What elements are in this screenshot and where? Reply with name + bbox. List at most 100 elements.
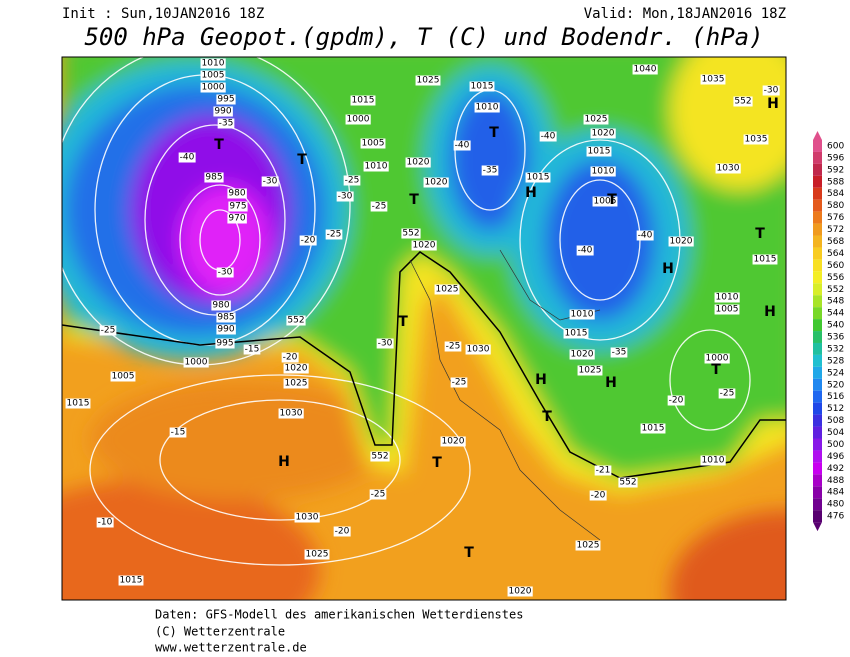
map-title: 500 hPa Geopot.(gpdm), T (C) und Bodendr…: [84, 23, 763, 51]
colorbar: 600 596 592 588 584 580 576 572 568 564 560 556 552 5…: [813, 131, 844, 532]
colorbar-label: 512: [827, 404, 844, 414]
contour-label: 1025: [579, 366, 602, 376]
label-box: [360, 138, 386, 149]
valid-time: Valid: Mon,18JAN2016 18Z: [584, 6, 786, 22]
colorbar-label: 576: [827, 213, 844, 223]
colorbar-label: 596: [827, 153, 844, 163]
label-box: [610, 347, 628, 358]
label-box: [715, 163, 741, 174]
label-box: [563, 328, 589, 339]
contour-label: -35: [219, 119, 234, 129]
label-box: [216, 324, 236, 335]
contour-label: 1015: [67, 399, 90, 409]
label-box: [216, 94, 236, 105]
label-box: [453, 140, 471, 151]
contour-label: -30: [263, 177, 278, 187]
label-box: [590, 166, 616, 177]
contour-label: -40: [455, 141, 470, 151]
colorbar-swatch: [813, 151, 822, 164]
label-box: [65, 398, 91, 409]
contour-label: 1005: [112, 372, 135, 382]
colorbar-swatch: [813, 247, 822, 260]
contour-label: 1020: [425, 178, 448, 188]
label-box: [345, 114, 371, 125]
label-box: [376, 338, 394, 349]
footer-line: Daten: GFS-Modell des amerikanischen Wet…: [155, 608, 523, 622]
contour-label: 1010: [702, 456, 725, 466]
label-box: [481, 165, 499, 176]
label-box: [668, 236, 694, 247]
pressure-marker: T: [464, 545, 474, 561]
label-box: [370, 451, 390, 462]
colorbar-swatch: [813, 223, 822, 236]
contour-label: -25: [452, 378, 467, 388]
contour-label: 1035: [702, 75, 725, 85]
colorbar-swatch: [813, 307, 822, 320]
pressure-marker: T: [432, 455, 442, 471]
label-box: [215, 338, 235, 349]
contour-label: 1020: [509, 587, 532, 597]
label-box: [96, 517, 114, 528]
colorbar-label: 540: [827, 321, 844, 331]
contour-label: -25: [345, 176, 360, 186]
contour-label: 1015: [754, 255, 777, 265]
map-frame: [61, 56, 787, 601]
colorbar-label: 556: [827, 273, 844, 283]
contour-label: 1000: [347, 115, 370, 125]
pressure-marker: T: [297, 152, 307, 168]
contour-label: -20: [335, 527, 350, 537]
colorbar-label: 484: [827, 488, 844, 498]
colorbar-swatch: [813, 163, 822, 176]
label-box: [450, 377, 468, 388]
pressure-marker: T: [607, 192, 617, 208]
label-box: [539, 131, 557, 142]
pressure-marker: H: [662, 261, 674, 277]
colorbar-label: 592: [827, 165, 844, 175]
contour-label: 552: [371, 452, 388, 462]
contour-label: 1025: [585, 115, 608, 125]
contour-label: -25: [446, 342, 461, 352]
label-box: [405, 157, 431, 168]
contour-label: 1015: [565, 329, 588, 339]
colorbar-swatch: [813, 295, 822, 308]
pressure-marker: T: [409, 192, 419, 208]
contour-label: 1020: [413, 241, 436, 251]
contour-label: 970: [228, 214, 245, 224]
colorbar-label: 492: [827, 464, 844, 474]
label-box: [325, 229, 343, 240]
label-box: [369, 489, 387, 500]
label-box: [469, 81, 495, 92]
colorbar-label: 532: [827, 344, 844, 354]
contour-label: 1015: [588, 147, 611, 157]
label-box: [434, 284, 460, 295]
colorbar-label: 544: [827, 309, 844, 319]
label-box: [440, 436, 466, 447]
label-box: [228, 201, 248, 212]
contour-label: 1000: [185, 358, 208, 368]
contour-label: 1020: [670, 237, 693, 247]
label-box: [474, 102, 500, 113]
contour-label: 990: [217, 325, 234, 335]
label-box: [636, 230, 654, 241]
contour-label: 1025: [577, 541, 600, 551]
label-box: [216, 312, 236, 323]
colorbar-swatch: [813, 271, 822, 284]
contour-label: -25: [101, 326, 116, 336]
colorbar-swatch: [813, 283, 822, 296]
pressure-marker: H: [535, 372, 547, 388]
contour-label: 1040: [634, 65, 657, 75]
label-box: [575, 540, 601, 551]
colorbar-label: 528: [827, 356, 844, 366]
label-box: [411, 240, 437, 251]
pressure-marker: H: [767, 96, 779, 112]
contour-label: 1005: [594, 197, 617, 207]
pressure-marker: T: [542, 409, 552, 425]
label-box: [204, 172, 224, 183]
map: 1010 1005 1000 995 990 -35 -40 985 980 975 970 -30 9…: [62, 57, 786, 600]
contour-label: 985: [205, 173, 222, 183]
colorbar-label: 508: [827, 416, 844, 426]
label-box: [525, 172, 551, 183]
colorbar-label: 560: [827, 261, 844, 271]
contour-label: -20: [591, 491, 606, 501]
label-box: [401, 228, 421, 239]
